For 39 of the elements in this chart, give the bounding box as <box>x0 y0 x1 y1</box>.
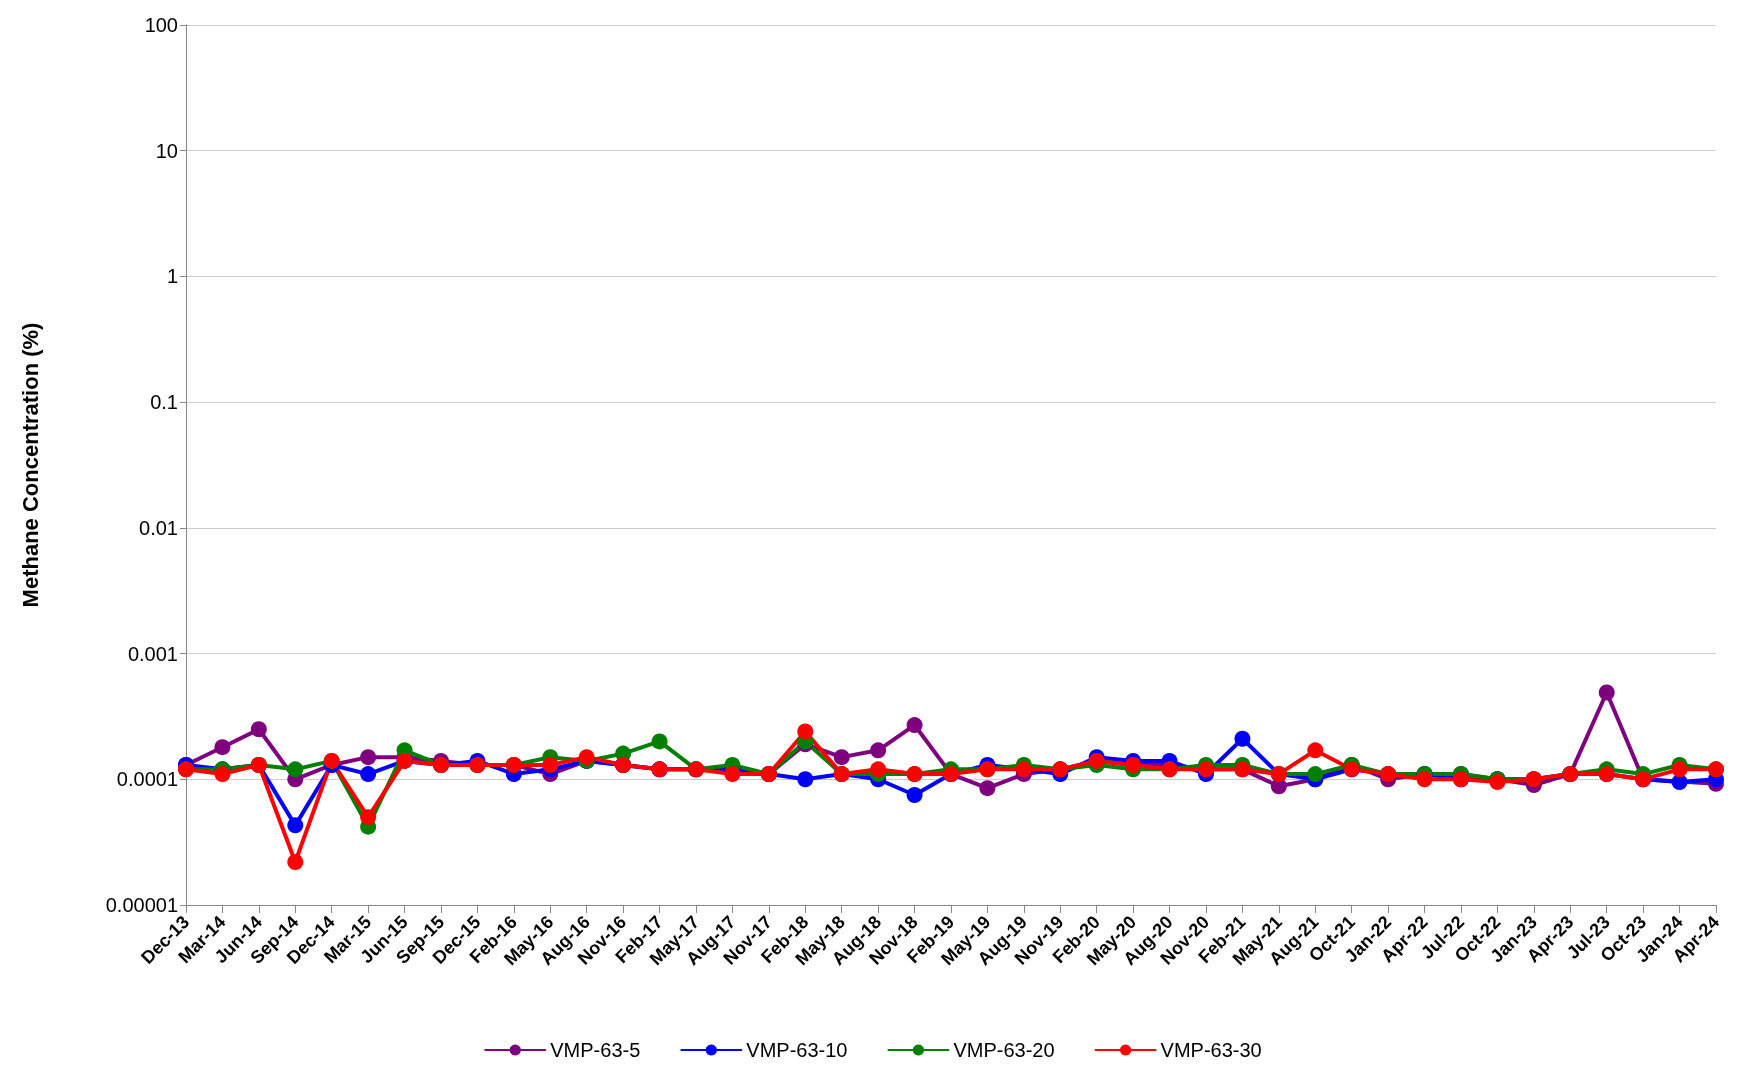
y-tick-label: 100 <box>144 14 178 36</box>
legend-label: VMP-63-10 <box>746 1039 848 1061</box>
point <box>906 787 923 803</box>
point <box>360 749 377 766</box>
point <box>833 749 850 766</box>
y-tick-label: 0.1 <box>150 391 178 414</box>
point <box>250 721 267 738</box>
point <box>214 766 231 783</box>
point <box>287 761 304 778</box>
point <box>1307 742 1324 759</box>
point <box>214 739 231 756</box>
point <box>542 756 559 773</box>
point <box>870 761 887 778</box>
y-tick-label: 0.00001 <box>105 894 178 916</box>
y-tick-label: 1 <box>166 265 178 288</box>
point <box>1416 771 1433 788</box>
legend-label: VMP-63-20 <box>953 1039 1055 1061</box>
y-tick-label: 0.01 <box>139 516 178 539</box>
point <box>724 766 741 783</box>
legend-label: VMP-63-5 <box>550 1039 641 1061</box>
point <box>979 780 996 797</box>
y-tick-label: 10 <box>155 139 178 162</box>
y-tick-label: 0.0001 <box>116 768 178 791</box>
point <box>797 771 814 788</box>
point <box>287 817 304 834</box>
point <box>797 723 814 740</box>
point <box>1598 684 1615 701</box>
point <box>360 766 377 783</box>
y-tick-label: 0.001 <box>127 642 178 665</box>
legend-label: VMP-63-30 <box>1160 1039 1262 1061</box>
point <box>1234 730 1251 747</box>
point <box>651 733 668 750</box>
point <box>1671 761 1688 778</box>
point <box>360 809 377 826</box>
y-axis-title: Methane Concentration (%) <box>17 322 43 608</box>
point <box>906 717 923 734</box>
point <box>870 742 887 759</box>
point <box>287 853 304 870</box>
point <box>1307 766 1324 783</box>
